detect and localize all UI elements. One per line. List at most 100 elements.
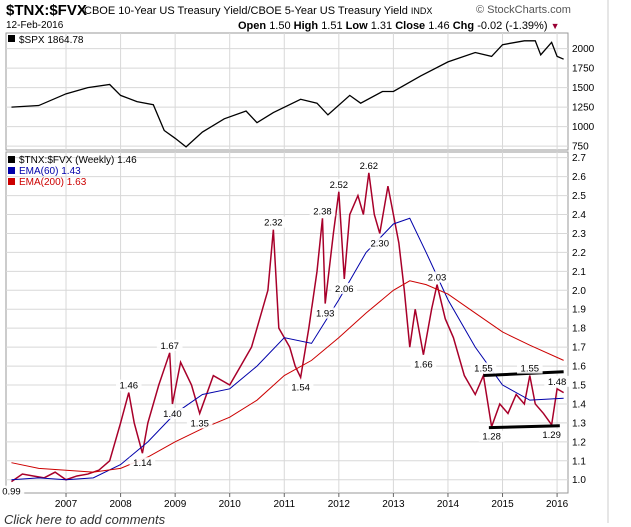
annotation-bg [424,271,450,283]
x-tick-label: 2012 [328,499,351,510]
open-value: 1.50 [269,20,291,32]
panel-frame [5,32,569,151]
x-tick-label: 2015 [491,499,514,510]
annotation-bg [356,159,382,171]
resistance-line [483,370,564,378]
high-value: 1.51 [321,20,343,32]
ratio-panel: 1.0 1.1 1.2 1.3 1.4 1.5 1.6 1.7 1.8 1.9 2.0 2.1 2.2 2… [0,151,586,498]
y-tick-label: 1.7 [572,343,586,354]
annotation-bg [309,205,336,217]
y-tick-label: 1.2 [572,437,586,448]
y-tick-label: 2000 [572,44,595,55]
annotation-label: 2.52 [330,180,349,191]
annotation-label: 1.46 [120,381,139,392]
annotation-bg [115,379,142,391]
x-tick-label: 2016 [546,499,569,510]
annotation-bg [478,430,505,442]
y-tick-label: 750 [572,142,589,153]
y-tick-label: 1250 [572,103,595,114]
annotation-label: 2.30 [371,238,390,249]
exchange-label: INDX [410,6,433,16]
legend-swatch [8,178,15,185]
y-tick-label: 1.6 [572,362,586,373]
annotation-bg [287,381,314,393]
y-tick-label: 2.5 [572,191,586,202]
y-tick-label: 1.9 [572,305,586,316]
series-line-tnxfvx [11,172,565,483]
annotation-bg [544,375,570,387]
y-tick-label: 1000 [572,122,595,133]
annotation-bg [260,216,287,228]
y-tick-label: 1.5 [572,381,586,392]
y-tick-label: 2.3 [572,229,586,240]
y-tick-label: 2.2 [572,248,586,259]
annotation-label: 2.38 [313,206,332,217]
annotation-bg [517,362,543,374]
annotation-bg [331,282,358,294]
annotation-label: 1.35 [190,418,209,429]
legend-entry: EMA(200) 1.63 [19,177,87,188]
annotation-label: 2.03 [428,273,447,284]
x-tick-label: 2009 [164,499,187,510]
annotation-bg [0,485,25,497]
annotation-bg [312,307,338,319]
x-tick-label: 2010 [219,499,242,510]
x-tick-label: 2011 [274,499,296,510]
high-label: High [293,20,319,32]
annotation-bg [538,428,565,440]
x-tick-label: 2007 [55,499,78,510]
spx-line [11,40,564,148]
annotation-bg [129,457,156,469]
y-tick-label: 2.6 [572,172,586,183]
legend-swatch-spx [8,35,15,42]
annotation-label: 2.06 [335,284,354,295]
series-line-ema200 [11,280,564,473]
chart-symbol: $TNX:$FVX [6,2,87,19]
y-tick-label: 1500 [572,83,595,94]
legend-entry: EMA(60) 1.43 [19,166,81,177]
chart-date: 12-Feb-2016 [6,20,64,31]
annotation-label: 0.99 [2,487,21,498]
annotation-label: 1.54 [291,382,310,393]
y-tick-label: 2.4 [572,210,586,221]
x-axis: 2007 2008 2009 2010 2011 2012 2013 2014 2015 2016 [55,0,609,523]
series-line-ema60 [11,217,564,481]
annotation-label: 1.28 [482,432,501,443]
annotation-label: 1.67 [160,341,179,352]
low-value: 1.31 [370,20,393,32]
y-tick-label: 1.1 [572,456,586,467]
annotation-label: 1.55 [474,364,493,375]
chg-value: -0.02 (-1.39%) [477,20,548,32]
annotation-label: 2.62 [360,161,379,172]
annotation-bg [366,237,393,249]
add-comments-link[interactable]: Click here to add comments [4,512,166,527]
panel-frame [5,151,569,494]
x-tick-label: 2008 [109,499,132,510]
stockcharts-brand[interactable]: © StockCharts.com [476,4,571,16]
close-label: Close [395,20,426,32]
chart-fullname: CBOE 10-Year US Treasury Yield/CBOE 5-Ye… [84,5,432,17]
annotation-bg [159,407,186,419]
y-tick-label: 1750 [572,64,595,75]
legend-entry: $TNX:$FVX (Weekly) 1.46 [19,155,137,166]
down-arrow-icon: ▼ [550,21,560,31]
y-tick-label: 2.0 [572,286,586,297]
x-tick-label: 2014 [437,499,460,510]
legend-swatch [8,156,15,163]
support-line [488,424,560,430]
annotation-bg [156,339,183,351]
annotation-label: 1.93 [316,309,335,320]
low-label: Low [345,20,368,32]
annotation-label: 2.32 [264,218,283,229]
annotation-bg [470,362,497,374]
annotation-bg [410,358,437,370]
y-tick-label: 1.0 [572,475,586,486]
y-tick-label: 1.8 [572,324,586,335]
symbol-description: CBOE 10-Year US Treasury Yield/CBOE 5-Ye… [84,5,408,17]
legend-swatch [8,167,15,174]
annotation-bg [186,417,213,429]
open-label: Open [238,20,267,32]
annotation-label: 1.55 [521,364,540,375]
annotation-label: 1.40 [163,409,182,420]
